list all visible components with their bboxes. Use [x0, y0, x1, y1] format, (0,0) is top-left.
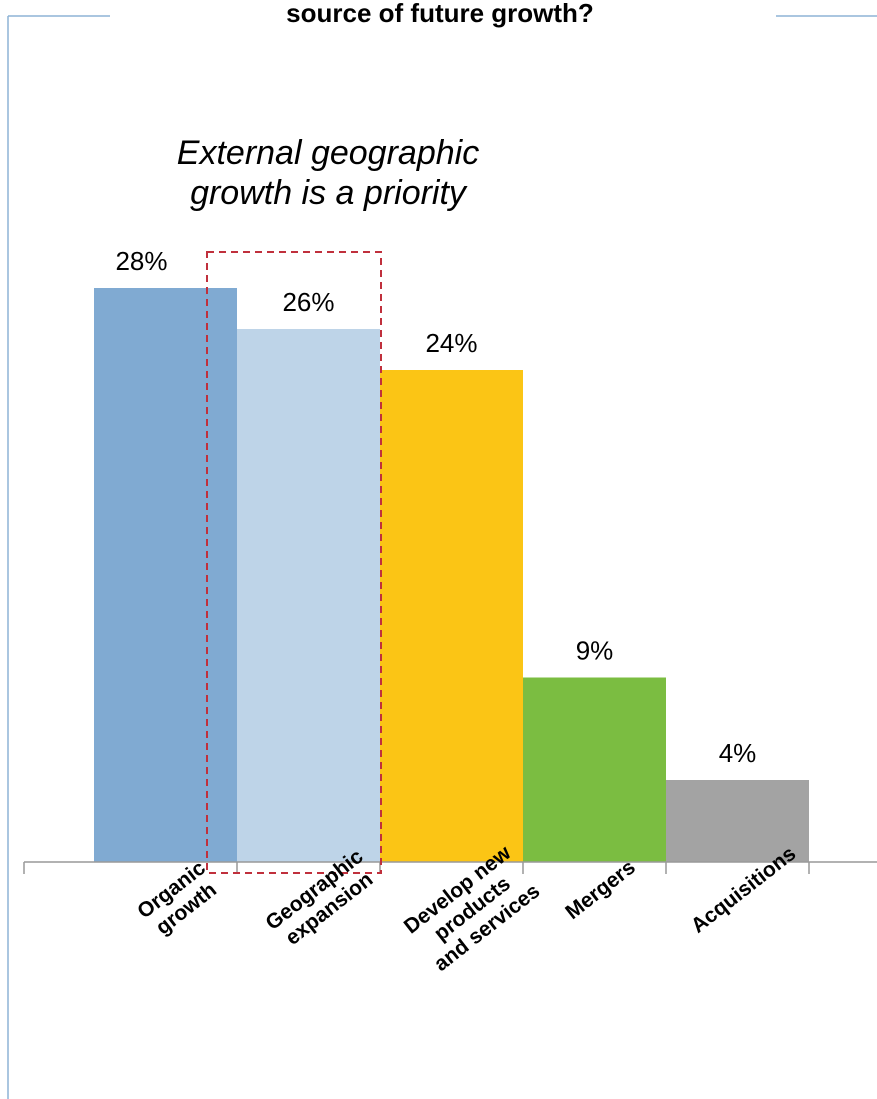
bar [523, 677, 666, 862]
highlight-box [206, 251, 382, 874]
chart-title: source of future growth? [286, 0, 594, 28]
data-label: 9% [576, 636, 614, 666]
category-label-line: Mergers [561, 856, 640, 924]
frame-lines [7, 15, 877, 1099]
category-label: Mergers [561, 856, 640, 924]
bar [94, 288, 237, 862]
annotation-line: External geographic [177, 134, 479, 172]
data-label: 4% [719, 738, 757, 768]
data-label: 28% [115, 246, 167, 276]
data-label: 26% [282, 287, 334, 317]
bars [94, 288, 809, 862]
value-labels: 28% 26% 24% 9% 4% [115, 246, 756, 768]
bar [237, 329, 380, 862]
x-axis-ticks [23, 862, 810, 874]
annotation-line: growth is a priority [190, 174, 468, 212]
bar [666, 780, 809, 862]
bar [380, 370, 523, 862]
data-label: 24% [425, 328, 477, 358]
